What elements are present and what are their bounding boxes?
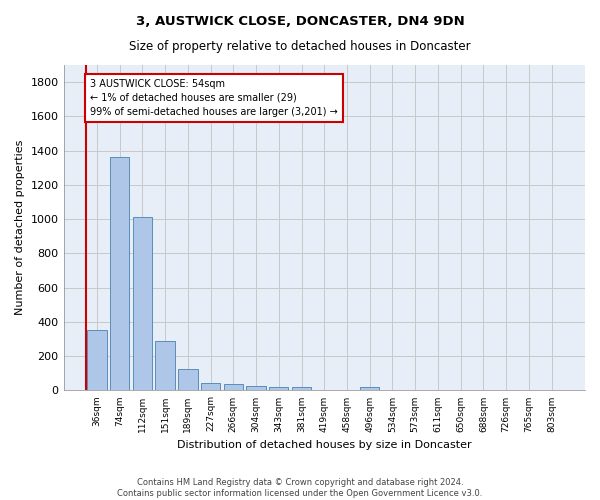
Text: Size of property relative to detached houses in Doncaster: Size of property relative to detached ho…: [129, 40, 471, 53]
Bar: [247, 386, 266, 390]
Y-axis label: Number of detached properties: Number of detached properties: [15, 140, 25, 316]
Bar: [178, 369, 197, 390]
Bar: [155, 341, 175, 390]
Text: 3, AUSTWICK CLOSE, DONCASTER, DN4 9DN: 3, AUSTWICK CLOSE, DONCASTER, DN4 9DN: [136, 15, 464, 28]
Bar: [87, 330, 107, 390]
Text: Contains HM Land Registry data © Crown copyright and database right 2024.
Contai: Contains HM Land Registry data © Crown c…: [118, 478, 482, 498]
Bar: [201, 383, 220, 390]
Bar: [360, 386, 379, 390]
Bar: [133, 218, 152, 390]
Bar: [224, 384, 243, 390]
Bar: [269, 387, 289, 390]
Bar: [110, 158, 130, 390]
X-axis label: Distribution of detached houses by size in Doncaster: Distribution of detached houses by size …: [177, 440, 472, 450]
Bar: [292, 388, 311, 390]
Text: 3 AUSTWICK CLOSE: 54sqm
← 1% of detached houses are smaller (29)
99% of semi-det: 3 AUSTWICK CLOSE: 54sqm ← 1% of detached…: [90, 78, 338, 116]
